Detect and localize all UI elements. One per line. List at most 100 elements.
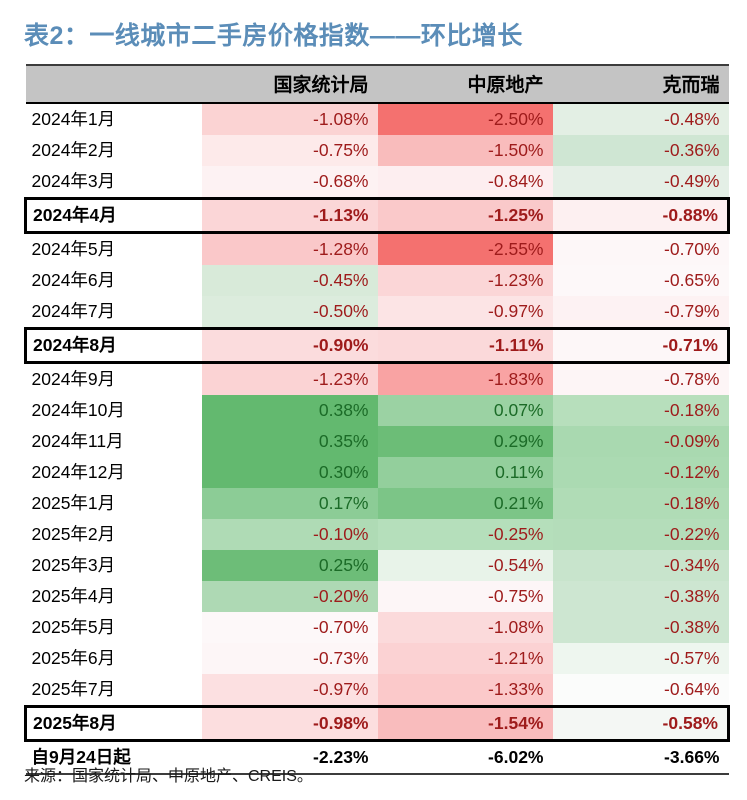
cell-value: -2.55% bbox=[377, 232, 553, 265]
cell-value: 0.35% bbox=[201, 426, 378, 457]
cell-value: -0.49% bbox=[552, 166, 729, 199]
table-row: 2024年7月 -0.50% -0.97% -0.79% bbox=[25, 296, 729, 329]
row-label: 2025年8月 bbox=[24, 705, 202, 742]
table-row: 2024年6月 -0.45% -1.23% -0.65% bbox=[25, 265, 729, 296]
cell-value: -0.98% bbox=[201, 705, 378, 742]
cell-value: -0.22% bbox=[552, 519, 729, 550]
row-label: 2024年7月 bbox=[25, 296, 202, 329]
table-row: 2024年5月 -1.28% -2.55% -0.70% bbox=[25, 232, 729, 265]
cell-value: 0.21% bbox=[377, 488, 553, 519]
cell-value: -6.02% bbox=[377, 740, 553, 775]
row-label: 2024年5月 bbox=[25, 232, 202, 265]
cell-value: -0.65% bbox=[552, 265, 729, 296]
row-label: 自9月24日起 bbox=[25, 740, 202, 775]
cell-value: -2.23% bbox=[201, 740, 378, 775]
row-label: 2024年11月 bbox=[25, 426, 202, 457]
cell-value: -0.57% bbox=[552, 643, 729, 674]
cell-value: -0.25% bbox=[377, 519, 553, 550]
cell-value: 0.17% bbox=[201, 488, 378, 519]
cell-value: -1.83% bbox=[377, 362, 553, 395]
row-label: 2024年10月 bbox=[25, 395, 202, 426]
cell-value: -1.54% bbox=[377, 705, 553, 742]
cell-value: -0.18% bbox=[552, 395, 729, 426]
source-note: 来源：国家统计局、中原地产、CREIS。 bbox=[24, 768, 313, 785]
table-row: 2024年8月 -0.90% -1.11% -0.71% bbox=[24, 327, 730, 364]
cell-value: -0.88% bbox=[552, 197, 730, 234]
cell-value: -0.71% bbox=[552, 327, 730, 364]
price-index-table: 国家统计局 中原地产 克而瑞 2024年1月 -1.08% -2.50% -0.48%… bbox=[24, 64, 730, 775]
table-row: 2025年6月 -0.73% -1.21% -0.57% bbox=[25, 643, 729, 674]
cell-value: -1.25% bbox=[377, 197, 553, 234]
row-label: 2024年6月 bbox=[25, 265, 202, 296]
cell-value: -1.33% bbox=[377, 674, 553, 707]
table-row: 2024年11月 0.35% 0.29% -0.09% bbox=[25, 426, 729, 457]
row-label: 2024年8月 bbox=[24, 327, 202, 364]
table-row: 2025年3月 0.25% -0.54% -0.34% bbox=[25, 550, 729, 581]
row-label: 2024年3月 bbox=[25, 166, 202, 199]
cell-value: -0.70% bbox=[201, 612, 378, 643]
table-row: 2024年10月 0.38% 0.07% -0.18% bbox=[25, 395, 729, 426]
row-label: 2024年12月 bbox=[25, 457, 202, 488]
row-label: 2024年2月 bbox=[25, 135, 202, 166]
header-row: 国家统计局 中原地产 克而瑞 bbox=[25, 66, 729, 104]
cell-value: -0.09% bbox=[552, 426, 729, 457]
cell-value: -0.18% bbox=[552, 488, 729, 519]
table-row: 2025年2月 -0.10% -0.25% -0.22% bbox=[25, 519, 729, 550]
table-row: 自9月24日起 -2.23% -6.02% -3.66% bbox=[25, 740, 729, 775]
cell-value: -0.97% bbox=[201, 674, 378, 707]
cell-value: -0.78% bbox=[552, 362, 729, 395]
table-row: 2024年1月 -1.08% -2.50% -0.48% bbox=[25, 103, 729, 135]
row-label: 2024年4月 bbox=[24, 197, 202, 234]
cell-value: -0.73% bbox=[201, 643, 378, 674]
table-row: 2025年8月 -0.98% -1.54% -0.58% bbox=[24, 705, 730, 742]
table-body: 2024年1月 -1.08% -2.50% -0.48% 2024年2月 -0.75% -1… bbox=[24, 103, 730, 775]
cell-value: 0.29% bbox=[377, 426, 553, 457]
cell-value: -1.08% bbox=[377, 612, 553, 643]
row-label: 2025年3月 bbox=[25, 550, 202, 581]
index-table-container: 国家统计局 中原地产 克而瑞 2024年1月 -1.08% -2.50% -0.48%… bbox=[24, 64, 730, 775]
cell-value: -1.23% bbox=[201, 362, 378, 395]
table-row: 2024年12月 0.30% 0.11% -0.12% bbox=[25, 457, 729, 488]
column-header-period bbox=[25, 66, 202, 104]
page-title: 表2：一线城市二手房价格指数——环比增长 bbox=[24, 22, 523, 50]
cell-value: -0.54% bbox=[377, 550, 553, 581]
cell-value: 0.25% bbox=[201, 550, 378, 581]
table-row: 2024年9月 -1.23% -1.83% -0.78% bbox=[25, 362, 729, 395]
cell-value: 0.30% bbox=[201, 457, 378, 488]
row-label: 2025年1月 bbox=[25, 488, 202, 519]
cell-value: -0.70% bbox=[552, 232, 729, 265]
cell-value: -0.45% bbox=[201, 265, 378, 296]
cell-value: 0.38% bbox=[201, 395, 378, 426]
cell-value: -1.11% bbox=[377, 327, 553, 364]
row-label: 2024年9月 bbox=[25, 362, 202, 395]
column-header-centaline: 中原地产 bbox=[377, 66, 553, 104]
cell-value: -0.12% bbox=[552, 457, 729, 488]
row-label: 2025年2月 bbox=[25, 519, 202, 550]
cell-value: -1.50% bbox=[377, 135, 553, 166]
table-row: 2024年3月 -0.68% -0.84% -0.49% bbox=[25, 166, 729, 199]
cell-value: -0.58% bbox=[552, 705, 730, 742]
cell-value: -0.64% bbox=[552, 674, 729, 707]
row-label: 2025年4月 bbox=[25, 581, 202, 612]
cell-value: -0.36% bbox=[552, 135, 729, 166]
cell-value: -0.68% bbox=[201, 166, 378, 199]
cell-value: -0.75% bbox=[377, 581, 553, 612]
table-header: 国家统计局 中原地产 克而瑞 bbox=[25, 64, 729, 104]
cell-value: -1.21% bbox=[377, 643, 553, 674]
cell-value: -1.13% bbox=[201, 197, 378, 234]
cell-value: -1.08% bbox=[201, 103, 378, 135]
cell-value: -0.38% bbox=[552, 612, 729, 643]
cell-value: -0.10% bbox=[201, 519, 378, 550]
table-row: 2024年4月 -1.13% -1.25% -0.88% bbox=[24, 197, 730, 234]
cell-value: -0.79% bbox=[552, 296, 729, 329]
cell-value: -0.97% bbox=[377, 296, 553, 329]
cell-value: 0.07% bbox=[377, 395, 553, 426]
table-row: 2025年5月 -0.70% -1.08% -0.38% bbox=[25, 612, 729, 643]
cell-value: -0.90% bbox=[201, 327, 378, 364]
cell-value: -0.34% bbox=[552, 550, 729, 581]
table-row: 2025年4月 -0.20% -0.75% -0.38% bbox=[25, 581, 729, 612]
cell-value: -0.50% bbox=[201, 296, 378, 329]
cell-value: -3.66% bbox=[552, 740, 729, 775]
cell-value: -0.84% bbox=[377, 166, 553, 199]
cell-value: -1.23% bbox=[377, 265, 553, 296]
